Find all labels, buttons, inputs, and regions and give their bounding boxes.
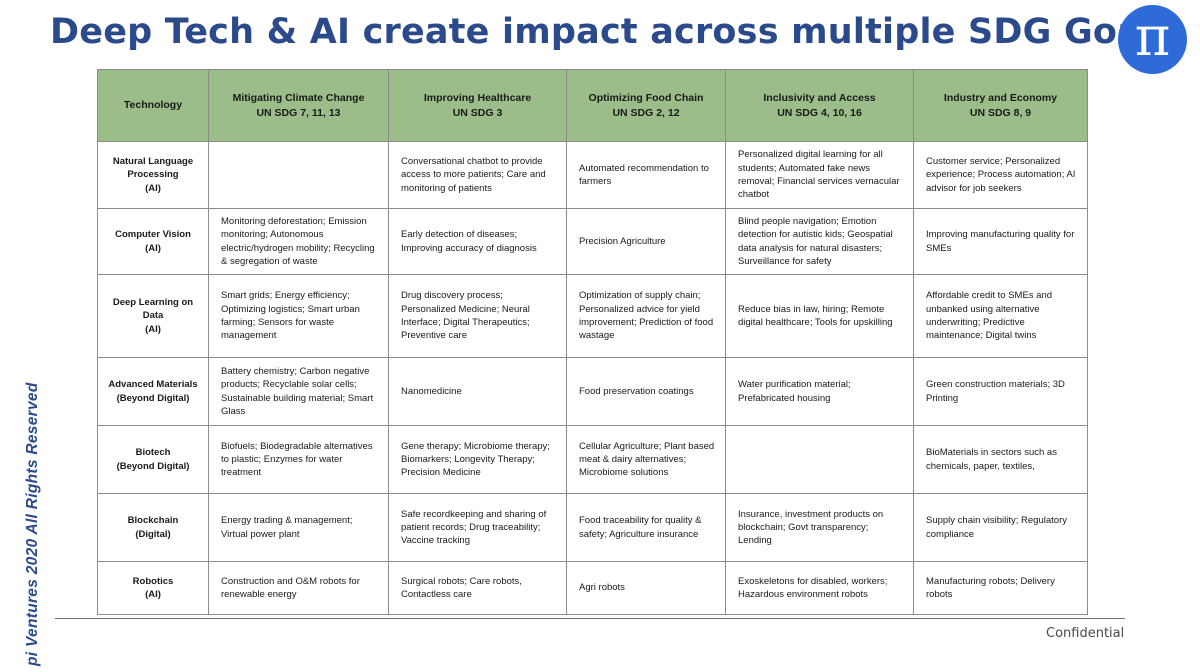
page-title: Deep Tech & AI create impact across mult… — [50, 12, 1175, 52]
table-cell: Exoskeletons for disabled, workers; Haza… — [725, 561, 914, 615]
header-food-chain-name: Optimizing Food Chain — [588, 91, 704, 104]
tech-name: Deep Learning on Data — [112, 297, 194, 322]
tech-category: (Digital) — [135, 528, 171, 540]
table-cell: Customer service; Personalized experienc… — [913, 141, 1088, 209]
tech-name: Robotics — [132, 575, 174, 587]
tech-category: (AI) — [145, 323, 161, 335]
table-cell: Safe recordkeeping and sharing of patien… — [388, 493, 567, 562]
header-climate: Mitigating Climate Change UN SDG 7, 11, … — [208, 69, 389, 142]
header-inclusivity-sdg: UN SDG 4, 10, 16 — [777, 106, 862, 119]
header-technology: Technology — [97, 69, 209, 142]
tech-category: (AI) — [145, 589, 161, 600]
tech-cell: Computer Vision (AI) — [97, 208, 209, 275]
header-climate-name: Mitigating Climate Change — [232, 91, 365, 104]
table-row-robotics: Robotics (AI) Construction and O&M robot… — [97, 561, 1088, 615]
table-row-deep-learning: Deep Learning on Data (AI) Smart grids; … — [97, 274, 1088, 358]
table-row-nlp: Natural Language Processing (AI) Convers… — [97, 141, 1088, 209]
tech-name: Natural Language Processing — [112, 156, 194, 181]
header-food-chain: Optimizing Food Chain UN SDG 2, 12 — [566, 69, 726, 142]
header-industry: Industry and Economy UN SDG 8, 9 — [913, 69, 1088, 142]
table-cell — [208, 141, 389, 209]
table-cell: Drug discovery process; Personalized Med… — [388, 274, 567, 358]
pi-logo: π — [1118, 5, 1187, 74]
header-industry-name: Industry and Economy — [943, 91, 1058, 104]
tech-cell: Biotech (Beyond Digital) — [97, 425, 209, 494]
table-row-computer-vision: Computer Vision (AI) Monitoring deforest… — [97, 208, 1088, 275]
table-cell: Agri robots — [566, 561, 726, 615]
tech-name: Blockchain — [127, 515, 179, 527]
table-cell: Monitoring deforestation; Emission monit… — [208, 208, 389, 275]
table-cell: Automated recommendation to farmers — [566, 141, 726, 209]
header-healthcare-name: Improving Healthcare — [423, 91, 532, 104]
table-cell: Food preservation coatings — [566, 357, 726, 426]
table-cell: Surgical robots; Care robots, Contactles… — [388, 561, 567, 615]
table-cell: Conversational chatbot to provide access… — [388, 141, 567, 209]
table-cell: Green construction materials; 3D Printin… — [913, 357, 1088, 426]
table-cell: Early detection of diseases; Improving a… — [388, 208, 567, 275]
header-technology-label: Technology — [123, 99, 183, 111]
table-cell — [725, 425, 914, 494]
header-food-chain-sdg: UN SDG 2, 12 — [612, 106, 680, 119]
copyright-side-text: pi Ventures 2020 All Rights Reserved — [24, 382, 41, 666]
table-cell: Nanomedicine — [388, 357, 567, 426]
table-cell: Energy trading & management; Virtual pow… — [208, 493, 389, 562]
table-cell: Optimization of supply chain; Personaliz… — [566, 274, 726, 358]
table-cell: Construction and O&M robots for renewabl… — [208, 561, 389, 615]
tech-cell: Natural Language Processing (AI) — [97, 141, 209, 209]
table-cell: Gene therapy; Microbiome therapy; Biomar… — [388, 425, 567, 494]
table-cell: Precision Agriculture — [566, 208, 726, 275]
sdg-impact-table: Technology Mitigating Climate Change UN … — [97, 69, 1088, 615]
tech-category: (Beyond Digital) — [116, 460, 190, 472]
table-row-blockchain: Blockchain (Digital) Energy trading & ma… — [97, 493, 1088, 562]
header-healthcare-sdg: UN SDG 3 — [452, 106, 503, 119]
tech-cell: Deep Learning on Data (AI) — [97, 274, 209, 358]
table-cell: Reduce bias in law, hiring; Remote digit… — [725, 274, 914, 358]
tech-name: Computer Vision — [115, 229, 191, 241]
header-climate-sdg: UN SDG 7, 11, 13 — [256, 106, 341, 119]
header-inclusivity: Inclusivity and Access UN SDG 4, 10, 16 — [725, 69, 914, 142]
tech-cell: Robotics (AI) — [97, 561, 209, 615]
table-cell: Water purification material; Prefabricat… — [725, 357, 914, 426]
table-header-row: Technology Mitigating Climate Change UN … — [97, 69, 1088, 142]
table-cell: Cellular Agriculture; Plant based meat &… — [566, 425, 726, 494]
header-industry-sdg: UN SDG 8, 9 — [969, 106, 1032, 119]
pi-logo-glyph: π — [1134, 4, 1171, 68]
table-cell: Smart grids; Energy efficiency; Optimizi… — [208, 274, 389, 358]
tech-cell: Advanced Materials (Beyond Digital) — [97, 357, 209, 426]
header-inclusivity-name: Inclusivity and Access — [763, 91, 876, 104]
table-cell: Improving manufacturing quality for SMEs — [913, 208, 1088, 275]
table-cell: Personalized digital learning for all st… — [725, 141, 914, 209]
table-cell: Affordable credit to SMEs and unbanked u… — [913, 274, 1088, 358]
table-cell: Manufacturing robots; Delivery robots — [913, 561, 1088, 615]
table-cell: Supply chain visibility; Regulatory comp… — [913, 493, 1088, 562]
header-healthcare: Improving Healthcare UN SDG 3 — [388, 69, 567, 142]
confidential-label: Confidential — [1046, 626, 1125, 641]
table-cell: Insurance, investment products on blockc… — [725, 493, 914, 562]
tech-name: Biotech — [135, 447, 171, 459]
tech-category: (AI) — [145, 242, 161, 254]
table-row-advanced-materials: Advanced Materials (Beyond Digital) Batt… — [97, 357, 1088, 426]
tech-cell: Blockchain (Digital) — [97, 493, 209, 562]
table-cell: Blind people navigation; Emotion detecti… — [725, 208, 914, 275]
table-cell: BioMaterials in sectors such as chemical… — [913, 425, 1088, 494]
footer-divider — [55, 618, 1125, 619]
tech-category: (AI) — [145, 182, 161, 194]
table-cell: Food traceability for quality & safety; … — [566, 493, 726, 562]
table-cell: Battery chemistry; Carbon negative produ… — [208, 357, 389, 426]
tech-category: (Beyond Digital) — [116, 392, 190, 404]
table-cell: Biofuels; Biodegradable alternatives to … — [208, 425, 389, 494]
table-row-biotech: Biotech (Beyond Digital) Biofuels; Biode… — [97, 425, 1088, 494]
tech-name: Advanced Materials — [108, 379, 198, 391]
